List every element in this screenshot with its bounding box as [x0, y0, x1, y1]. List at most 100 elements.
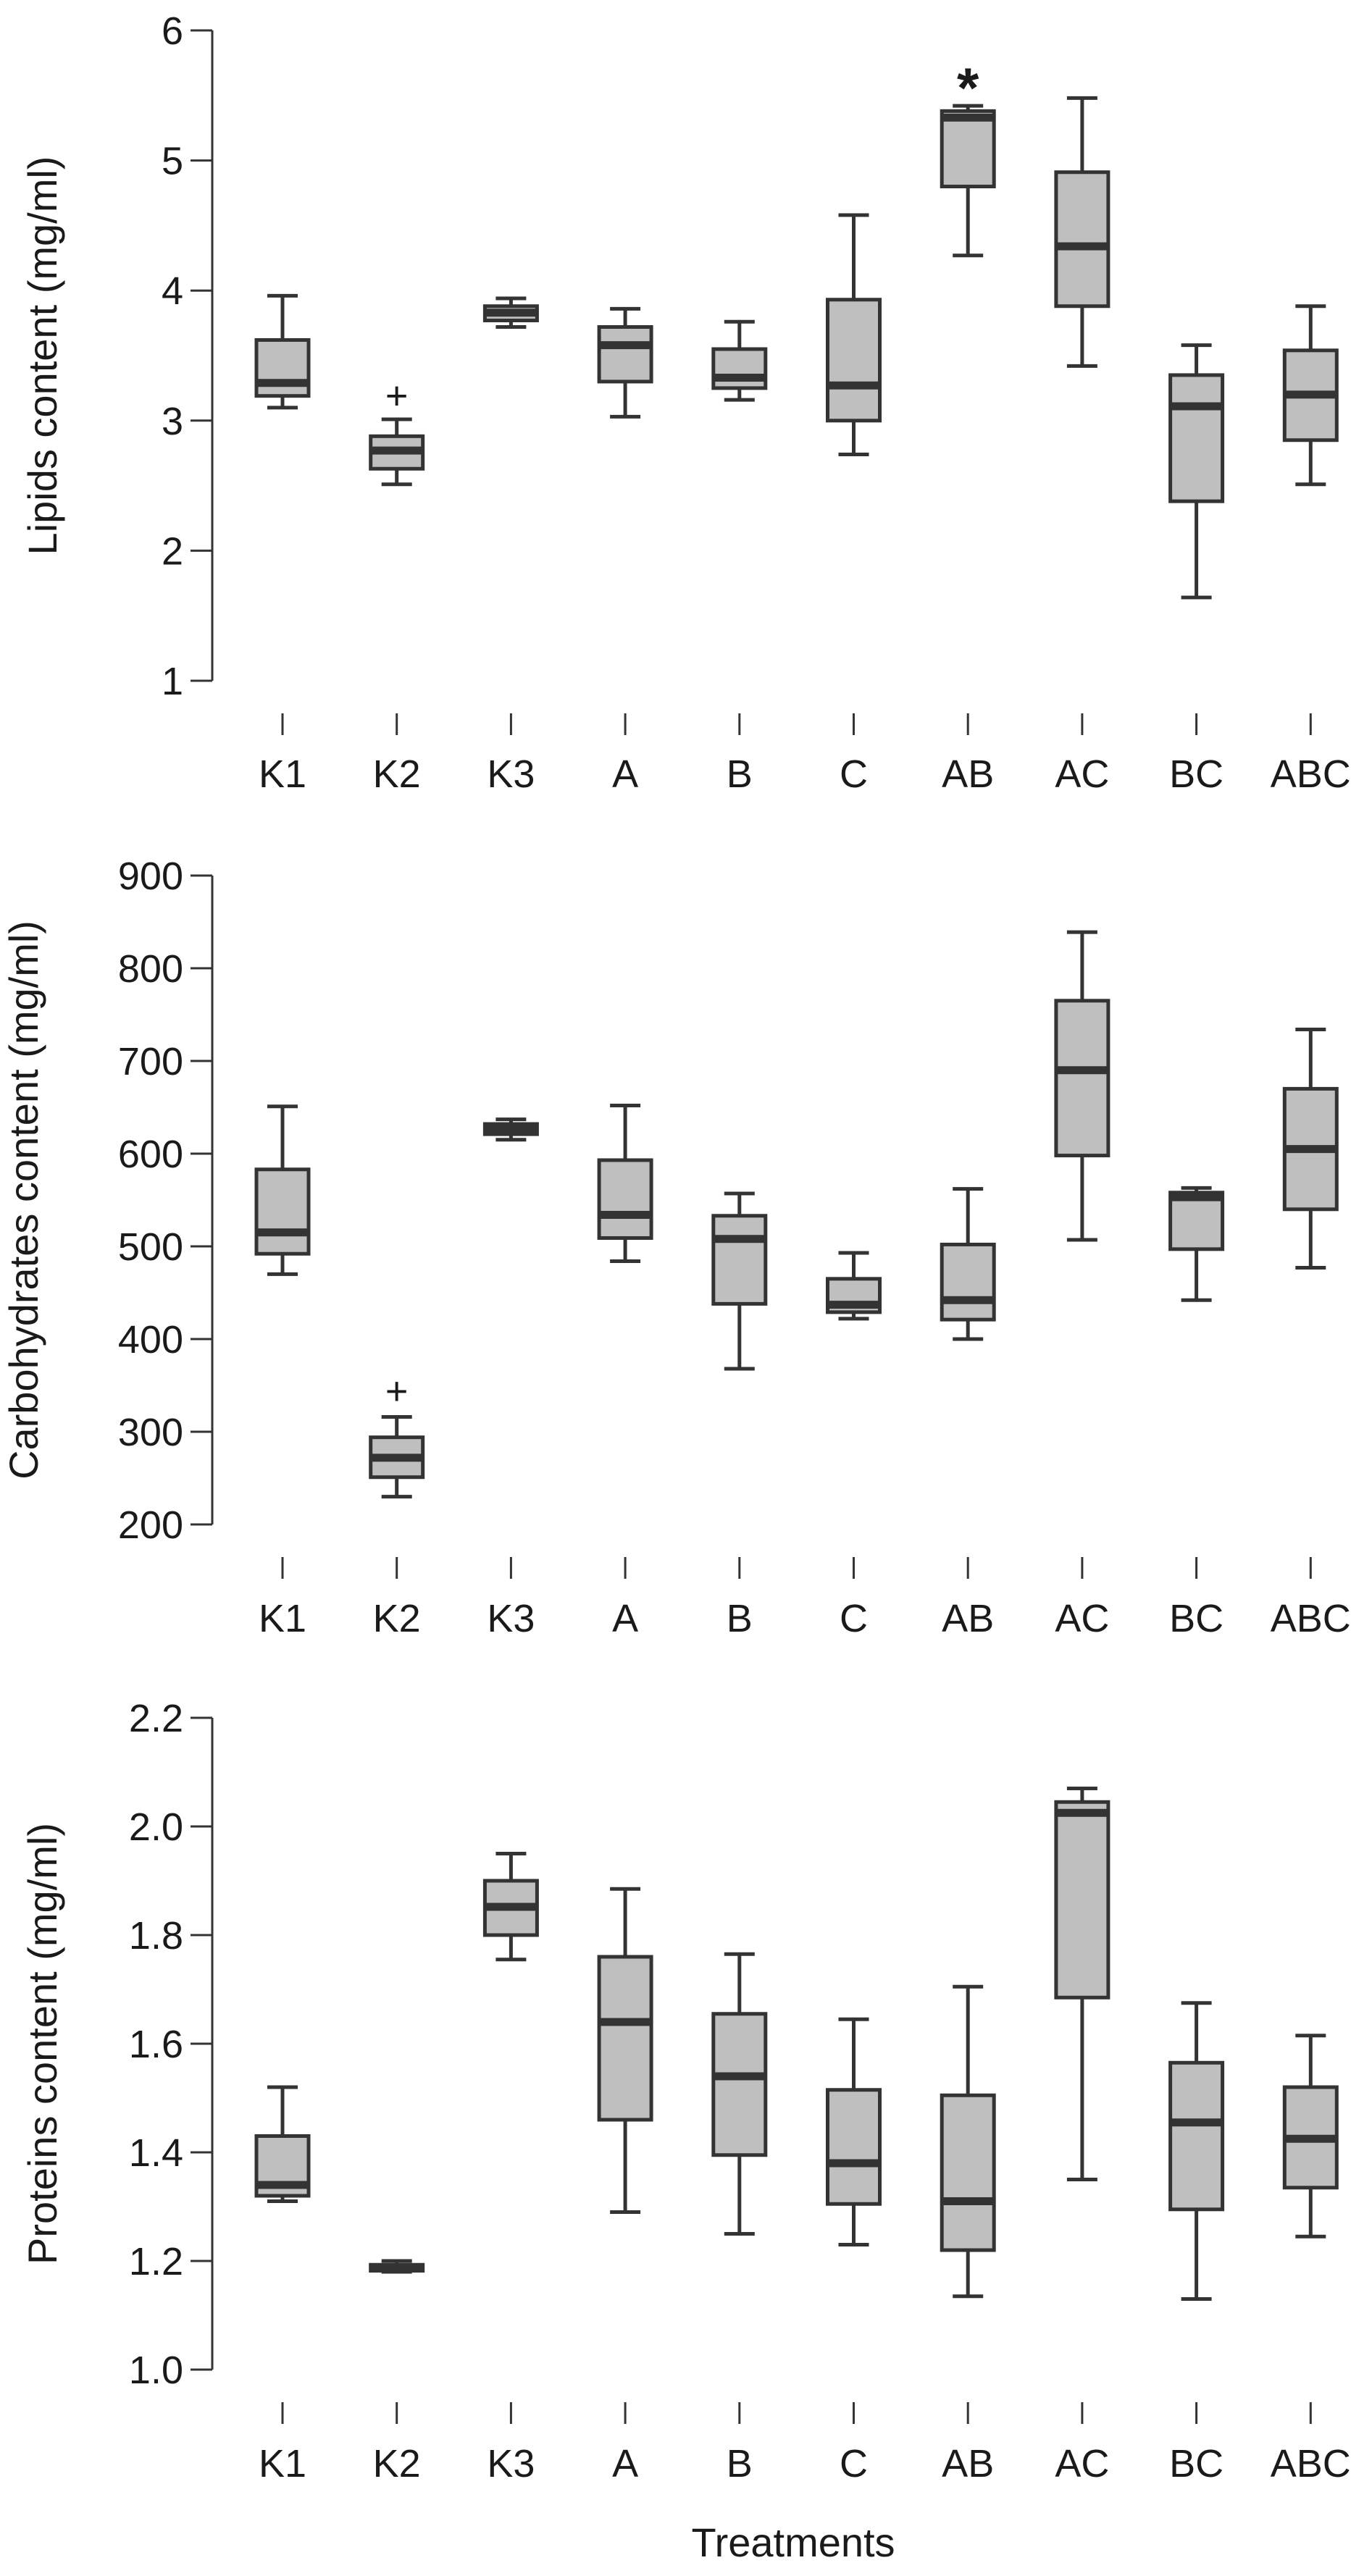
- x-tick-label: AB: [942, 1597, 994, 1640]
- x-tick-label: BC: [1169, 752, 1223, 796]
- iqr-box: [940, 1242, 996, 1322]
- iqr-box: [711, 347, 768, 390]
- iqr-box: [711, 2012, 768, 2157]
- box-abc: [1282, 2034, 1339, 2239]
- box-k2: [369, 1415, 425, 1499]
- x-tick-label: AC: [1055, 2442, 1109, 2485]
- iqr-box: [940, 109, 996, 189]
- x-tick-label: BC: [1169, 2442, 1223, 2485]
- x-tick-label: A: [612, 2442, 638, 2485]
- y-tick-label: 1: [162, 660, 183, 703]
- x-tick-label: BC: [1169, 1597, 1223, 1640]
- box-c: [826, 213, 882, 456]
- box-c: [826, 2017, 882, 2246]
- y-tick-label: 400: [118, 1318, 183, 1362]
- y-tick-label: 1.4: [129, 2131, 183, 2175]
- y-tick-label: 2.2: [129, 1697, 183, 1740]
- x-tick-label: A: [612, 1597, 638, 1640]
- y-tick-label: 500: [118, 1225, 183, 1269]
- box-c: [826, 1251, 882, 1321]
- y-tick-label: 1.2: [129, 2240, 183, 2283]
- x-tick-label: AC: [1055, 752, 1109, 796]
- x-tick-label: K3: [487, 2442, 535, 2485]
- significance-asterisk: *: [957, 56, 979, 119]
- x-tick-label: B: [727, 2442, 753, 2485]
- y-tick-label: 1.8: [129, 1914, 183, 1958]
- box-a: [597, 1887, 653, 2214]
- iqr-box: [254, 337, 311, 398]
- box-k1: [254, 1104, 311, 1276]
- x-tick-label: ABC: [1271, 752, 1351, 796]
- x-tick-label: C: [840, 752, 868, 796]
- box-ac: [1054, 930, 1110, 1242]
- y-tick-label: 800: [118, 947, 183, 991]
- x-tick-label: K3: [487, 752, 535, 796]
- y-tick-label: 4: [162, 269, 183, 313]
- box-a: [597, 306, 653, 419]
- box-ab: [940, 1187, 996, 1341]
- iqr-box: [254, 1167, 311, 1256]
- box-k1: [254, 2085, 311, 2203]
- panel-carbohydrates: 200 300 400 500 600 700 800 900 Carbohydrates co…: [1, 855, 1351, 1640]
- y-tick-label: 1.0: [129, 2349, 183, 2392]
- y-axis-title: Lipids content (mg/ml): [20, 156, 65, 555]
- x-tick-label: K1: [259, 2442, 306, 2485]
- y-tick-label: 200: [118, 1503, 183, 1547]
- x-tick-label: K3: [487, 1597, 535, 1640]
- iqr-box: [1168, 2060, 1225, 2212]
- x-tick-label: K1: [259, 752, 306, 796]
- iqr-box: [1054, 1800, 1110, 2000]
- box-ab: [940, 1984, 996, 2299]
- box-abc: [1282, 304, 1339, 487]
- iqr-box: [826, 2088, 882, 2206]
- iqr-box: [1054, 170, 1110, 309]
- x-tick-label: C: [840, 1597, 868, 1640]
- box-ab: [940, 104, 996, 258]
- x-tick-label: A: [612, 752, 638, 796]
- x-tick-label: B: [727, 1597, 753, 1640]
- box-bc: [1168, 1186, 1225, 1302]
- y-tick-label: 1.6: [129, 2023, 183, 2066]
- outlier-plus-marker: +: [385, 1369, 409, 1413]
- y-tick-label: 2.0: [129, 1805, 183, 1849]
- box-b: [711, 319, 768, 402]
- box-b: [711, 1952, 768, 2236]
- box-ac: [1054, 96, 1110, 368]
- iqr-box: [711, 1214, 768, 1306]
- box-bc: [1168, 2001, 1225, 2301]
- y-tick-label: 700: [118, 1040, 183, 1083]
- x-tick-label: C: [840, 2442, 868, 2485]
- x-tick-label: K1: [259, 1597, 306, 1640]
- y-tick-label: 600: [118, 1133, 183, 1176]
- y-tick-label: 900: [118, 855, 183, 898]
- iqr-box: [1168, 1191, 1225, 1251]
- x-tick-label: ABC: [1271, 2442, 1351, 2485]
- box-b: [711, 1191, 768, 1371]
- iqr-box: [1168, 373, 1225, 503]
- x-tick-label: AB: [942, 2442, 994, 2485]
- box-k3: [482, 296, 539, 329]
- x-tick-label: B: [727, 752, 753, 796]
- y-tick-label: 6: [162, 9, 183, 53]
- iqr-box: [1054, 999, 1110, 1158]
- box-ac: [1054, 1787, 1110, 2181]
- panel-proteins: 1.0 1.2 1.4 1.6 1.8 2.0 2.2 Proteins content (m…: [20, 1697, 1351, 2485]
- y-tick-label: 5: [162, 140, 183, 183]
- box-a: [597, 1103, 653, 1263]
- iqr-box: [597, 324, 653, 384]
- y-axis-title: Proteins content (mg/ml): [20, 1823, 65, 2265]
- x-tick-label: K2: [373, 752, 421, 796]
- iqr-box: [597, 1955, 653, 2122]
- x-tick-label: K2: [373, 1597, 421, 1640]
- y-tick-label: 2: [162, 529, 183, 573]
- box-abc: [1282, 1027, 1339, 1270]
- x-tick-label: AB: [942, 752, 994, 796]
- box-k2: [369, 417, 425, 487]
- box-k2: [369, 2259, 425, 2274]
- x-axis-title: Treatments: [691, 2520, 895, 2565]
- box-bc: [1168, 343, 1225, 600]
- iqr-box: [826, 298, 882, 423]
- y-axis-title: Carbohydrates content (mg/ml): [1, 920, 46, 1480]
